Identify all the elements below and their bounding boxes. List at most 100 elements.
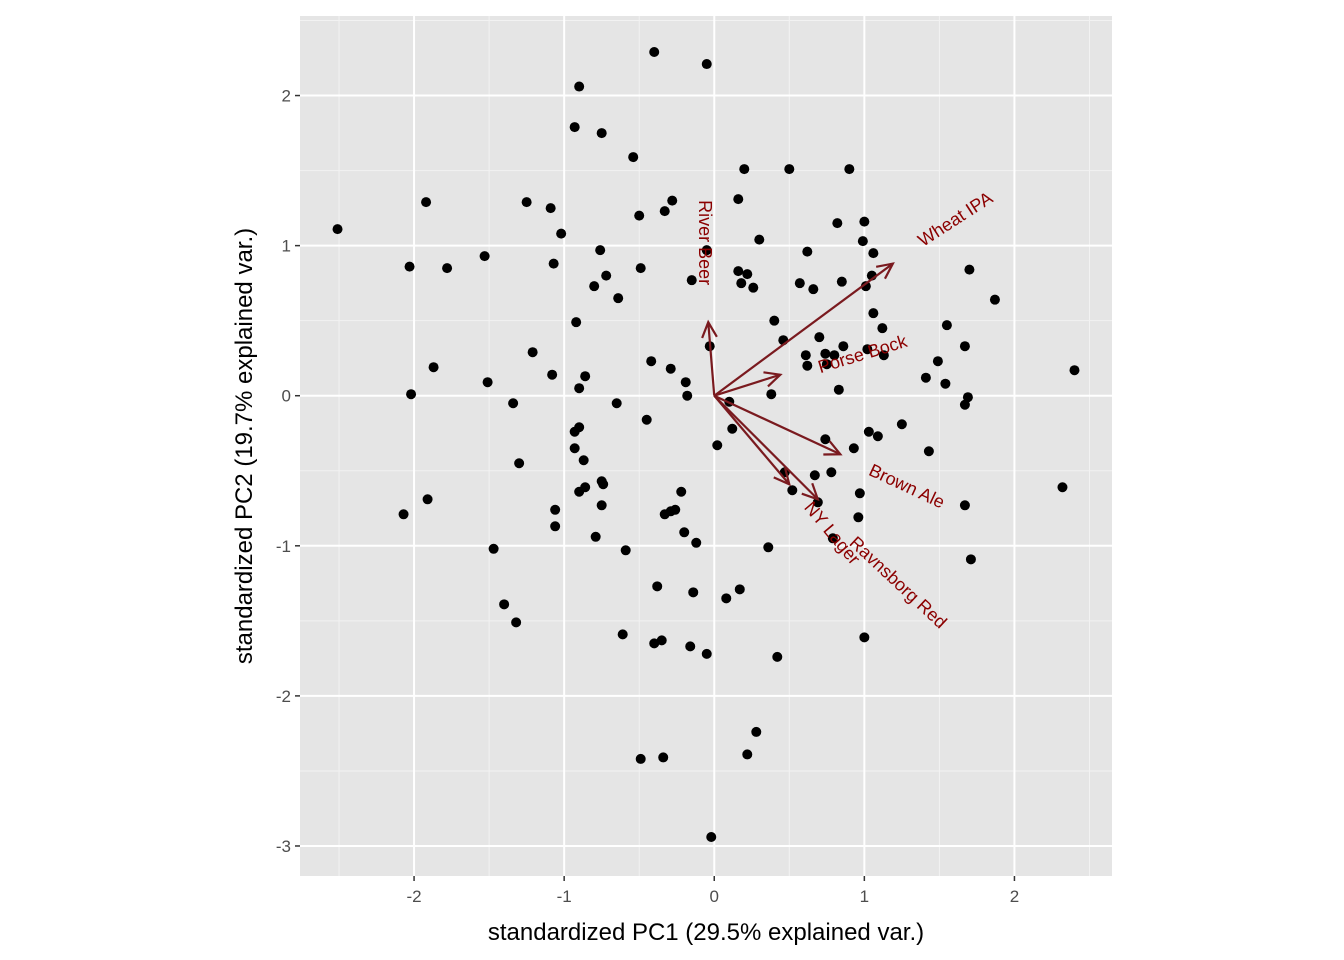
score-point bbox=[479, 251, 490, 262]
x-tick-label: 1 bbox=[860, 887, 869, 906]
score-point bbox=[814, 332, 825, 343]
score-point bbox=[488, 543, 499, 554]
score-point bbox=[332, 224, 343, 235]
score-point bbox=[688, 587, 699, 598]
score-point bbox=[763, 542, 774, 553]
score-point bbox=[857, 236, 868, 247]
x-tick-label: -1 bbox=[557, 887, 572, 906]
score-points bbox=[332, 47, 1080, 842]
score-point bbox=[547, 369, 558, 380]
score-point bbox=[649, 47, 660, 58]
score-point bbox=[649, 638, 660, 649]
score-point bbox=[733, 194, 744, 205]
score-point bbox=[646, 356, 657, 367]
score-point bbox=[964, 264, 975, 275]
loading-label: River Beer bbox=[695, 200, 715, 285]
y-tick-label: 2 bbox=[282, 87, 291, 106]
score-point bbox=[812, 497, 823, 508]
score-point bbox=[742, 749, 753, 760]
gridlines bbox=[300, 16, 1112, 876]
score-point bbox=[628, 152, 639, 163]
plot-panel bbox=[300, 16, 1112, 876]
score-point bbox=[428, 362, 439, 373]
score-point bbox=[701, 59, 712, 70]
score-point bbox=[569, 443, 580, 454]
loading-arrow bbox=[713, 373, 781, 397]
score-point bbox=[862, 344, 873, 355]
loading-arrow bbox=[713, 262, 894, 397]
y-axis-label: standardized PC2 (19.7% explained var.) bbox=[231, 228, 258, 664]
score-point bbox=[859, 632, 870, 643]
score-point bbox=[727, 423, 738, 434]
arrow-head bbox=[801, 482, 820, 502]
score-point bbox=[769, 315, 780, 326]
loading-arrow bbox=[713, 394, 841, 456]
score-point bbox=[959, 399, 970, 410]
x-axis-ticks: -2 -1 0 1 2 bbox=[407, 876, 1019, 906]
score-point bbox=[691, 537, 702, 548]
score-point bbox=[809, 470, 820, 481]
score-point bbox=[821, 359, 832, 370]
score-point bbox=[848, 443, 859, 454]
arrow-head bbox=[875, 262, 895, 280]
y-tick-label: 0 bbox=[282, 387, 291, 406]
score-point bbox=[676, 486, 687, 497]
score-point bbox=[802, 360, 813, 371]
score-point bbox=[574, 422, 585, 433]
loading-arrow bbox=[713, 395, 791, 485]
score-point bbox=[733, 266, 744, 277]
score-point bbox=[872, 431, 883, 442]
score-point bbox=[658, 752, 669, 763]
y-axis-ticks: -3 -2 -1 0 1 2 bbox=[276, 87, 300, 856]
x-tick-label: 2 bbox=[1010, 887, 1019, 906]
score-point bbox=[665, 363, 676, 374]
score-point bbox=[404, 261, 415, 272]
score-point bbox=[548, 258, 559, 269]
x-tick-label: 0 bbox=[710, 887, 719, 906]
arrow-head bbox=[701, 319, 718, 339]
score-point bbox=[652, 581, 663, 592]
score-point bbox=[808, 284, 819, 295]
score-point bbox=[959, 500, 970, 511]
y-tick-label: -1 bbox=[276, 537, 291, 556]
score-point bbox=[989, 294, 1000, 305]
score-point bbox=[685, 641, 696, 652]
score-point bbox=[965, 554, 976, 565]
score-point bbox=[578, 455, 589, 466]
score-point bbox=[941, 320, 952, 331]
score-point bbox=[829, 350, 840, 361]
score-point bbox=[679, 527, 690, 538]
score-point bbox=[962, 392, 973, 403]
score-point bbox=[878, 350, 889, 361]
score-point bbox=[701, 648, 712, 659]
score-point bbox=[589, 281, 600, 292]
score-point bbox=[721, 593, 732, 604]
score-point bbox=[940, 378, 951, 389]
score-point bbox=[482, 377, 493, 388]
score-point bbox=[959, 341, 970, 352]
score-point bbox=[686, 275, 697, 286]
score-point bbox=[833, 384, 844, 395]
score-point bbox=[868, 248, 879, 259]
score-point bbox=[635, 753, 646, 764]
score-point bbox=[556, 228, 567, 239]
score-point bbox=[550, 521, 561, 532]
score-point bbox=[611, 398, 622, 409]
score-point bbox=[620, 545, 631, 556]
score-point bbox=[398, 509, 409, 520]
score-point bbox=[511, 617, 522, 628]
score-point bbox=[701, 245, 712, 256]
score-point bbox=[596, 128, 607, 139]
score-point bbox=[820, 434, 831, 445]
score-point bbox=[836, 276, 847, 287]
score-point bbox=[590, 531, 601, 542]
loading-arrows bbox=[701, 262, 895, 502]
score-point bbox=[421, 197, 432, 208]
score-point bbox=[574, 81, 585, 92]
score-point bbox=[853, 512, 864, 523]
score-point bbox=[1069, 365, 1080, 376]
score-point bbox=[571, 317, 582, 328]
score-point bbox=[635, 263, 646, 274]
score-point bbox=[682, 390, 693, 401]
